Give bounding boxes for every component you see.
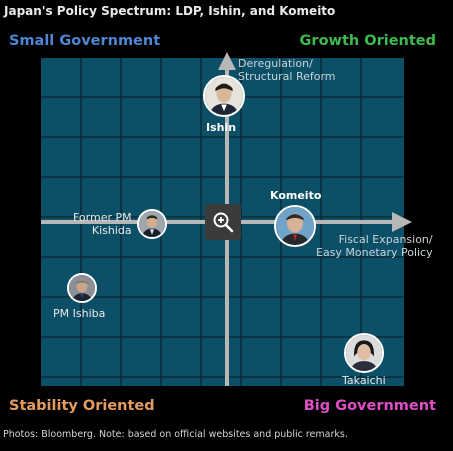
avatar-ishiba (67, 273, 97, 303)
avatar-komeito (274, 205, 316, 247)
person-label-ishiba: PM Ishiba (53, 307, 106, 320)
corner-label-small-government: Small Government (9, 33, 161, 49)
corner-label-growth-oriented: Growth Oriented (299, 33, 436, 49)
axis-label-up: Deregulation/ Structural Reform (238, 57, 336, 83)
party-label-ishin: Ishin (206, 121, 237, 134)
party-label-komeito: Komeito (270, 189, 322, 202)
corner-label-big-government: Big Government (303, 398, 436, 414)
avatar-ishin (203, 75, 245, 117)
person-label-kishida: Former PM Kishida (73, 211, 132, 237)
avatar-kishida (137, 209, 167, 239)
corner-label-stability-oriented: Stability Oriented (9, 398, 155, 414)
zoom-in-icon (213, 212, 234, 233)
chart-title: Japan's Policy Spectrum: LDP, Ishin, and… (4, 4, 336, 18)
person-label-takaichi: Takaichi (342, 374, 386, 387)
footer-note: Photos: Bloomberg. Note: based on offici… (3, 429, 348, 440)
avatar-takaichi (344, 333, 384, 373)
axis-label-right: Fiscal Expansion/ Easy Monetary Policy (316, 233, 433, 259)
zoom-button[interactable] (205, 204, 241, 240)
